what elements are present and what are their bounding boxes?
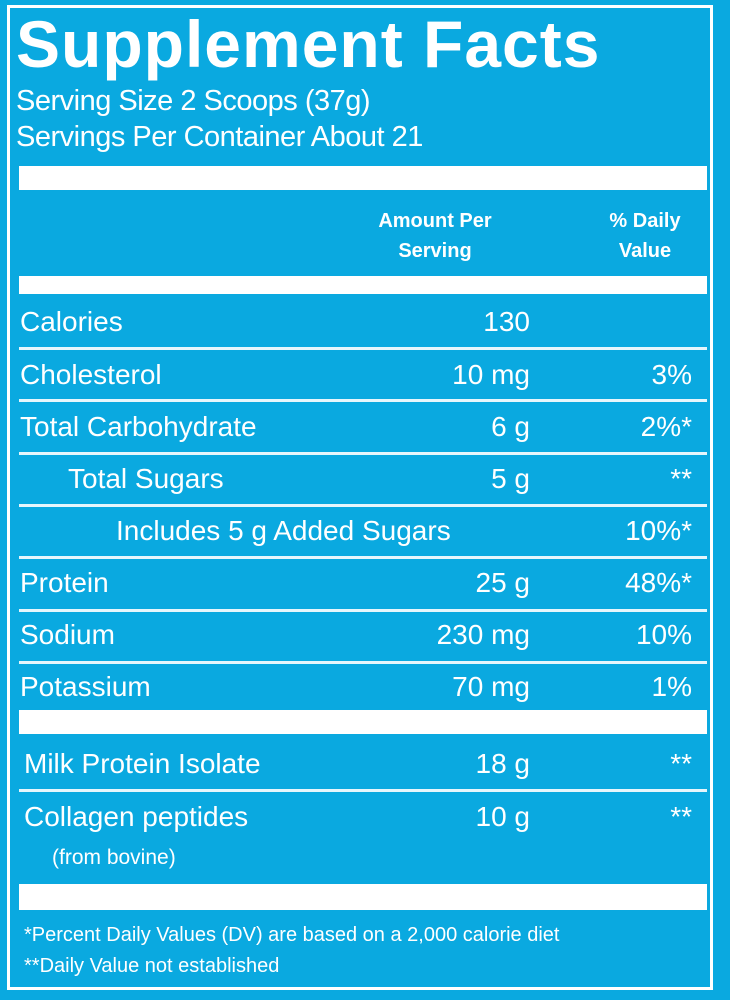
nutrient-row: Cholesterol 10 mg 3% [0, 351, 730, 399]
nutrient-dv: 48%* [625, 567, 692, 598]
amount-header: Amount Per Serving [350, 206, 520, 266]
ingredient-name: Milk Protein Isolate [24, 748, 261, 779]
nutrient-amount: 130 [483, 306, 530, 337]
footnote-dv: *Percent Daily Values (DV) are based on … [24, 924, 560, 946]
nutrient-name: Cholesterol [20, 359, 162, 390]
nutrient-amount: 230 mg [436, 619, 530, 650]
row-rule [19, 661, 707, 664]
dv-header-line2: Value [618, 240, 672, 262]
serving-size: Serving Size 2 Scoops (37g) [16, 85, 371, 117]
nutrient-dv: ** [670, 463, 692, 494]
nutrient-row: Total Carbohydrate 6 g 2%* [0, 403, 730, 451]
ingredient-dv: ** [670, 801, 692, 832]
footnote-not-established: **Daily Value not established [24, 955, 280, 977]
nutrient-row: Calories 130 [0, 298, 730, 346]
ingredient-amount: 18 g [475, 748, 531, 779]
nutrient-row: Protein 25 g 48%* [0, 559, 730, 607]
nutrient-amount: 5 g [491, 463, 530, 494]
dv-header-line1: % Daily [609, 210, 681, 232]
nutrient-dv: 10% [635, 619, 692, 650]
row-rule [19, 789, 707, 792]
nutrient-row: Includes 5 g Added Sugars 10%* [0, 507, 730, 555]
nutrient-name: Includes 5 g Added Sugars [116, 515, 451, 546]
divider-bar [19, 884, 707, 910]
nutrient-amount: 70 mg [452, 671, 530, 702]
ingredient-name: Collagen peptides [24, 801, 249, 832]
nutrient-name: Total Sugars [68, 463, 224, 494]
row-rule [19, 399, 707, 402]
divider-bar [19, 710, 707, 734]
nutrient-name: Sodium [20, 619, 115, 650]
row-rule [19, 504, 707, 507]
nutrient-dv: 10%* [625, 515, 692, 546]
ingredient-dv: ** [670, 748, 692, 779]
nutrient-row: Potassium 70 mg 1% [0, 663, 730, 711]
ingredient-source: (from bovine) [52, 846, 176, 869]
label-title: Supplement Facts [16, 7, 601, 81]
nutrient-name: Calories [20, 306, 123, 337]
servings-per-container: Servings Per Container About 21 [16, 121, 423, 153]
ingredient-amount: 10 g [475, 801, 531, 832]
label-border [7, 5, 713, 990]
nutrient-row: Total Sugars 5 g ** [0, 455, 730, 503]
ingredient-row: Milk Protein Isolate 18 g ** [0, 740, 730, 788]
amount-header-line1: Amount Per [378, 210, 492, 232]
nutrient-amount: 10 mg [452, 359, 530, 390]
divider-bar [19, 166, 707, 190]
row-rule [19, 347, 707, 350]
nutrient-dv: 1% [651, 671, 692, 702]
nutrient-name: Total Carbohydrate [20, 411, 257, 442]
nutrient-row: Sodium 230 mg 10% [0, 611, 730, 659]
row-rule [19, 556, 707, 559]
nutrient-amount: 25 g [475, 567, 531, 598]
nutrient-name: Potassium [20, 671, 151, 702]
nutrient-dv: 3% [651, 359, 692, 390]
nutrient-name: Protein [20, 567, 109, 598]
ingredient-row: Collagen peptides 10 g ** [0, 793, 730, 841]
divider-bar [19, 276, 707, 294]
amount-header-line2: Serving [398, 240, 472, 262]
dv-header: % Daily Value [585, 206, 705, 266]
row-rule [19, 452, 707, 455]
nutrient-dv: 2%* [640, 411, 692, 442]
row-rule [19, 609, 707, 612]
nutrient-amount: 6 g [491, 411, 530, 442]
